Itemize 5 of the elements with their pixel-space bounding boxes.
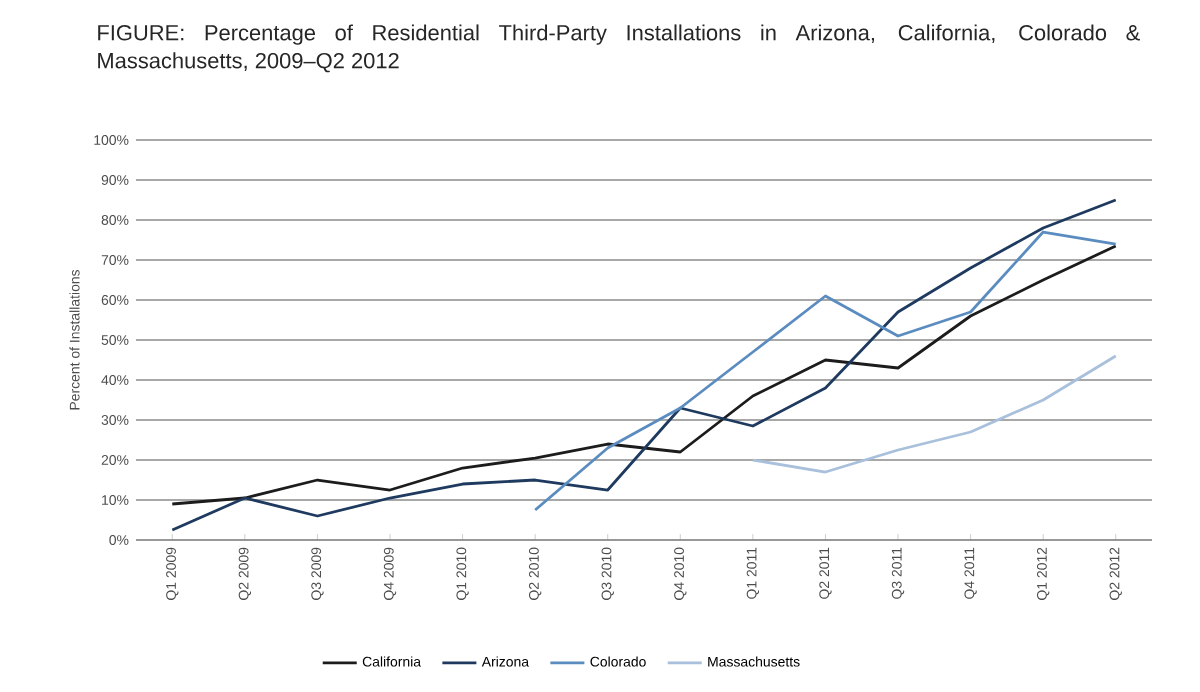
line-series [170, 244, 1118, 506]
line-series [170, 198, 1118, 532]
line-series [751, 354, 1118, 474]
chart-title: FIGURE: Percentage of Residential Third-Party Installations in Arizona, California, Colorado & Massachusetts, 2009–Q2 2012 [98, 24, 1140, 73]
line-series [533, 230, 1118, 512]
